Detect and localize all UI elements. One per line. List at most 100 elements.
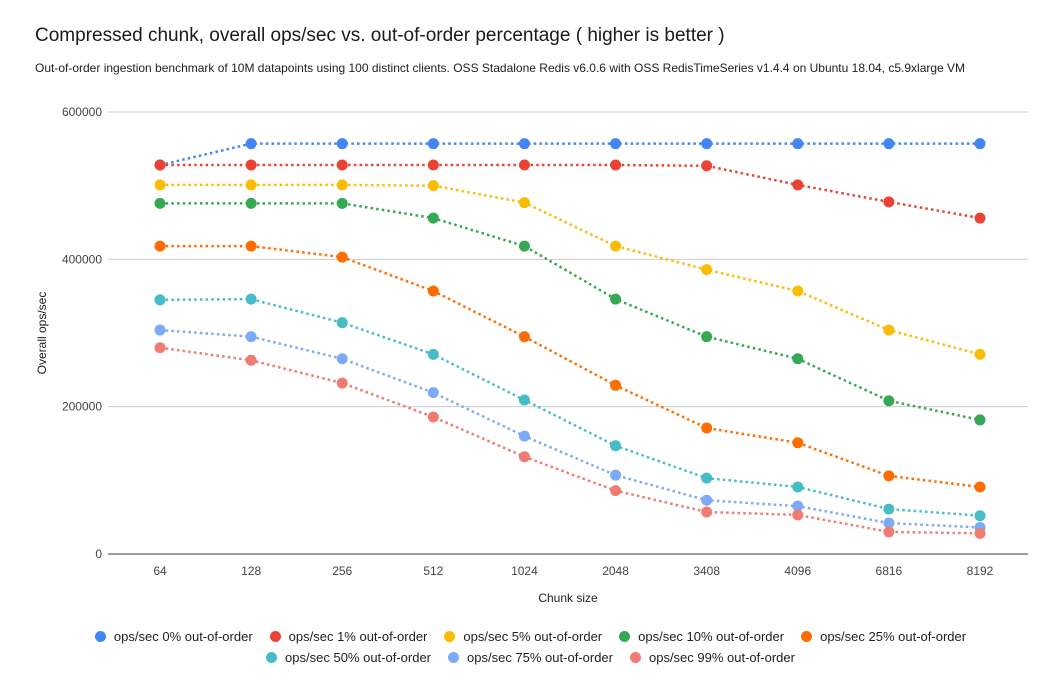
legend-item[interactable]: ops/sec 25% out-of-order (801, 629, 966, 644)
data-point[interactable] (518, 138, 530, 150)
data-point[interactable] (610, 159, 622, 171)
y-axis-tick-label: 200000 (62, 400, 102, 414)
data-point[interactable] (883, 526, 895, 538)
data-point[interactable] (336, 197, 348, 209)
legend-item[interactable]: ops/sec 0% out-of-order (94, 629, 253, 644)
data-point[interactable] (701, 494, 713, 506)
data-point[interactable] (701, 506, 713, 518)
data-point[interactable] (427, 138, 439, 150)
data-point[interactable] (427, 180, 439, 192)
data-point[interactable] (245, 293, 257, 305)
data-point[interactable] (610, 379, 622, 391)
data-point[interactable] (610, 485, 622, 497)
data-point[interactable] (974, 212, 986, 224)
data-point[interactable] (245, 179, 257, 191)
data-point[interactable] (518, 451, 530, 463)
data-point[interactable] (154, 342, 166, 354)
data-point[interactable] (701, 422, 713, 434)
legend-item[interactable]: ops/sec 1% out-of-order (269, 629, 427, 644)
data-point[interactable] (336, 138, 348, 150)
x-axis-tick-label: 8192 (967, 564, 994, 578)
data-point[interactable] (792, 138, 804, 150)
data-point[interactable] (154, 159, 166, 171)
data-point[interactable] (792, 179, 804, 191)
data-point[interactable] (245, 354, 257, 366)
data-point[interactable] (792, 500, 804, 512)
data-point[interactable] (610, 293, 622, 305)
data-point[interactable] (245, 138, 257, 150)
data-point[interactable] (792, 353, 804, 365)
data-point[interactable] (245, 240, 257, 252)
data-point[interactable] (518, 430, 530, 442)
data-point[interactable] (427, 348, 439, 360)
legend-item[interactable]: ops/sec 50% out-of-order (266, 650, 431, 665)
data-point[interactable] (974, 414, 986, 426)
data-point[interactable] (974, 138, 986, 150)
data-point[interactable] (610, 440, 622, 452)
data-point[interactable] (518, 331, 530, 343)
data-point[interactable] (154, 240, 166, 252)
legend-item-label: ops/sec 99% out-of-order (648, 650, 795, 665)
data-point[interactable] (610, 240, 622, 252)
data-point[interactable] (336, 179, 348, 191)
data-point[interactable] (792, 509, 804, 521)
data-point[interactable] (792, 285, 804, 297)
data-point[interactable] (518, 240, 530, 252)
data-point[interactable] (883, 470, 895, 482)
data-point[interactable] (154, 179, 166, 191)
data-point[interactable] (883, 395, 895, 407)
data-point[interactable] (427, 285, 439, 297)
data-point[interactable] (701, 331, 713, 343)
legend-item-label: ops/sec 5% out-of-order (463, 629, 603, 644)
data-point[interactable] (610, 469, 622, 481)
data-point[interactable] (336, 251, 348, 263)
data-point[interactable] (974, 510, 986, 522)
data-point[interactable] (883, 517, 895, 529)
x-axis-tick-label: 64 (153, 564, 167, 578)
series-line-0 (159, 142, 980, 167)
data-point[interactable] (427, 387, 439, 399)
data-point[interactable] (518, 394, 530, 406)
data-point[interactable] (518, 159, 530, 171)
data-point[interactable] (792, 481, 804, 493)
data-point[interactable] (336, 159, 348, 171)
data-point[interactable] (974, 481, 986, 493)
data-point[interactable] (883, 503, 895, 515)
legend-swatch-icon (619, 631, 631, 642)
data-point[interactable] (974, 527, 986, 539)
y-axis-tick-label: 400000 (62, 252, 102, 266)
legend-swatch-icon (801, 631, 813, 642)
data-point[interactable] (701, 472, 713, 484)
legend-item[interactable]: ops/sec 5% out-of-order (444, 629, 602, 644)
x-axis-tick-label: 6816 (876, 564, 903, 578)
data-point[interactable] (427, 159, 439, 171)
data-point[interactable] (701, 160, 713, 172)
data-point[interactable] (154, 324, 166, 336)
data-point[interactable] (336, 353, 348, 365)
chart-legend: ops/sec 0% out-of-order ops/sec 1% out-of… (0, 629, 1061, 665)
data-point[interactable] (883, 324, 895, 336)
data-point[interactable] (701, 138, 713, 150)
data-point[interactable] (518, 197, 530, 209)
data-point[interactable] (336, 317, 348, 329)
data-point[interactable] (701, 264, 713, 276)
legend-item[interactable]: ops/sec 10% out-of-order (619, 629, 784, 644)
data-point[interactable] (154, 197, 166, 209)
data-point[interactable] (883, 138, 895, 150)
legend-swatch-icon (269, 631, 281, 642)
chart-title: Compressed chunk, overall ops/sec vs. ou… (35, 25, 725, 46)
data-point[interactable] (610, 138, 622, 150)
data-point[interactable] (974, 348, 986, 360)
legend-item[interactable]: ops/sec 75% out-of-order (448, 650, 613, 665)
data-point[interactable] (245, 197, 257, 209)
data-point[interactable] (245, 159, 257, 171)
data-point[interactable] (883, 196, 895, 208)
data-point[interactable] (154, 294, 166, 306)
data-point[interactable] (792, 437, 804, 449)
data-point[interactable] (336, 377, 348, 389)
data-point[interactable] (427, 212, 439, 224)
data-point[interactable] (245, 331, 257, 343)
data-point[interactable] (427, 411, 439, 423)
legend-item[interactable]: ops/sec 99% out-of-order (629, 650, 795, 665)
